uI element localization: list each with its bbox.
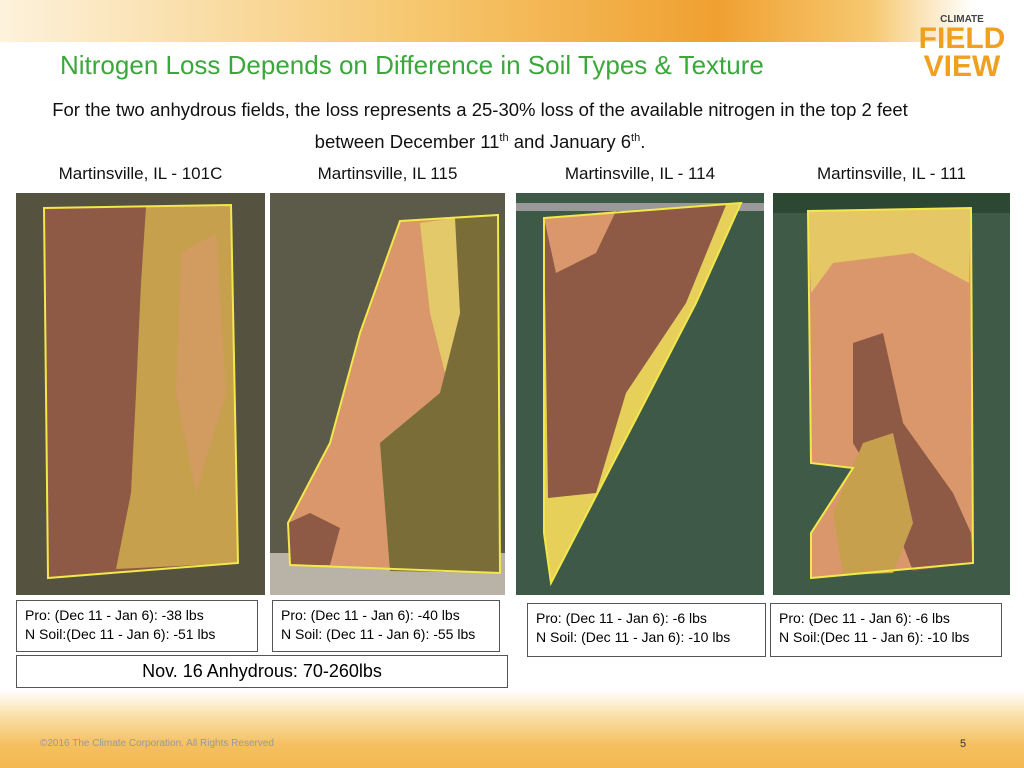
intro-text: .	[640, 131, 646, 153]
stats-box: Pro: (Dec 11 - Jan 6): -38 lbs N Soil:(De…	[16, 600, 258, 652]
intro-text: For the two anhydrous fields, the loss r…	[52, 99, 908, 153]
banner	[0, 0, 1024, 42]
stat: N Soil:(Dec 11 - Jan 6): -51 lbs	[25, 626, 216, 642]
note: Nov. 16 Anhydrous: 70-260lbs	[16, 655, 508, 688]
stats-box: Pro: (Dec 11 - Jan 6): -40 lbs N Soil: (D…	[272, 600, 500, 652]
stat: Pro: (Dec 11 - Jan 6): -6 lbs	[779, 610, 950, 626]
field-map	[773, 193, 1010, 595]
field-title: Martinsville, IL 115	[317, 164, 458, 183]
field-title: Martinsville, IL - 101C	[58, 164, 223, 183]
stats-box: Pro: (Dec 11 - Jan 6): -6 lbs N Soil:(Dec…	[770, 603, 1002, 657]
field-map	[516, 193, 764, 595]
stat: Pro: (Dec 11 - Jan 6): -40 lbs	[281, 607, 460, 623]
logo-top: CLIMATE	[940, 14, 984, 25]
copyright: ©2016 The Climate Corporation. All Right…	[40, 738, 274, 749]
field-title: Martinsville, IL - 111	[817, 164, 966, 183]
stats-box: Pro: (Dec 11 - Jan 6): -6 lbs N Soil: (De…	[527, 603, 766, 657]
stat: Pro: (Dec 11 - Jan 6): -38 lbs	[25, 607, 204, 623]
field-title: Martinsville, IL - 114	[564, 164, 716, 183]
field-map	[270, 193, 505, 595]
sup: th	[631, 132, 641, 144]
intro: For the two anhydrous fields, the loss r…	[30, 96, 930, 156]
intro-text: and January 6	[508, 131, 632, 153]
stat: Pro: (Dec 11 - Jan 6): -6 lbs	[536, 610, 707, 626]
logo-line: FIELD	[918, 22, 1006, 55]
stat: N Soil:(Dec 11 - Jan 6): -10 lbs	[779, 629, 970, 645]
logo-line: VIEW	[923, 50, 1001, 83]
title: Nitrogen Loss Depends on Difference in S…	[60, 50, 764, 80]
stat: N Soil: (Dec 11 - Jan 6): -55 lbs	[281, 626, 476, 642]
page-number: 5	[960, 738, 967, 750]
bottom-band	[0, 690, 1024, 768]
stat: N Soil: (Dec 11 - Jan 6): -10 lbs	[536, 629, 731, 645]
logo: CLIMATE FIELD VIEW	[912, 14, 1012, 83]
field-map	[16, 193, 265, 595]
sup: th	[499, 132, 509, 144]
